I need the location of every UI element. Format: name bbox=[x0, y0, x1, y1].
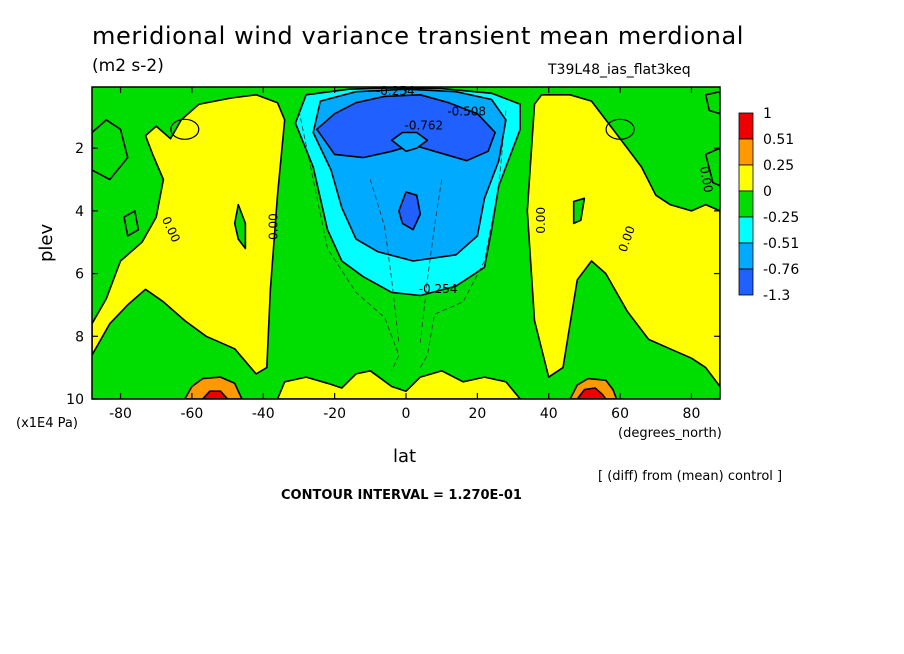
region-trop-min-3 bbox=[315, 94, 497, 162]
x-tick-label-4: 0 bbox=[402, 406, 411, 422]
chart-units: (m2 s-2) bbox=[92, 56, 164, 76]
contour-label-0: -0.254 bbox=[376, 84, 415, 98]
legend-label-6: -0.76 bbox=[763, 262, 799, 278]
legend-swatch-4 bbox=[738, 216, 754, 244]
region-core-blob bbox=[390, 131, 429, 153]
legend-label-4: -0.25 bbox=[763, 210, 799, 226]
legend-swatch-5 bbox=[738, 242, 754, 270]
contour-line-dashed-0 bbox=[298, 110, 400, 371]
legend-label-1: 0.51 bbox=[763, 132, 794, 148]
legend-label-7: -1.3 bbox=[763, 288, 790, 304]
region-nh-sfc-peak bbox=[576, 387, 607, 399]
y-tick-label-2: 6 bbox=[75, 267, 84, 283]
y-tick-label-3: 8 bbox=[75, 329, 84, 345]
region-sfc-bumps bbox=[276, 369, 522, 399]
region-sh-positive bbox=[92, 94, 286, 375]
x-tick-label-1: -60 bbox=[180, 406, 203, 422]
region-sh-island-0 bbox=[92, 119, 129, 181]
closed-contour-nh bbox=[605, 118, 635, 140]
legend-swatch-6 bbox=[738, 268, 754, 296]
x-tick-label-3: -20 bbox=[323, 406, 346, 422]
legend-swatch-1 bbox=[738, 138, 754, 166]
region-sh-sfc-max bbox=[184, 376, 243, 399]
region-nh-island-1 bbox=[704, 147, 720, 187]
contour-label-1: -0.508 bbox=[447, 105, 486, 119]
y-axis-unit: (x1E4 Pa) bbox=[16, 416, 78, 431]
y-tick-label-4: 10 bbox=[66, 392, 84, 408]
y-tick-label-0: 2 bbox=[75, 141, 84, 157]
x-tick-label-0: -80 bbox=[109, 406, 132, 422]
region-sh-island-2 bbox=[123, 210, 140, 237]
x-tick-label-7: 60 bbox=[611, 406, 629, 422]
y-tick-label-1: 4 bbox=[75, 204, 84, 220]
legend-swatch-2 bbox=[738, 164, 754, 192]
chart-title: meridional wind variance transient mean … bbox=[92, 22, 745, 50]
contour-label-3: -0.254 bbox=[419, 282, 458, 296]
x-tick-label-2: -40 bbox=[252, 406, 275, 422]
x-tick-label-8: 80 bbox=[683, 406, 701, 422]
legend-label-2: 0.25 bbox=[763, 158, 794, 174]
region-sh-sfc-peak bbox=[201, 390, 229, 399]
x-axis-label: lat bbox=[393, 446, 417, 467]
region-core-inner bbox=[398, 191, 422, 231]
contour-line-dashed-1 bbox=[419, 110, 507, 368]
contour-label-8: 0.00 bbox=[697, 165, 715, 194]
legend-swatch-0 bbox=[738, 112, 754, 140]
legend-label-5: -0.51 bbox=[763, 236, 799, 252]
contour-interval: CONTOUR INTERVAL = 1.270E-01 bbox=[281, 488, 522, 503]
contour-label-5: 0.00 bbox=[266, 213, 280, 240]
legend-swatch-3 bbox=[738, 190, 754, 218]
region-nh-island-2 bbox=[704, 90, 720, 115]
x-tick-label-6: 40 bbox=[540, 406, 558, 422]
run-label: T39L48_ias_flat3keq bbox=[548, 62, 691, 78]
contour-line-dashed-2 bbox=[369, 179, 400, 343]
region-nh-island-0 bbox=[572, 197, 586, 225]
region-nh-positive bbox=[526, 94, 720, 388]
contour-line-dashed-3 bbox=[419, 179, 443, 343]
x-tick-label-5: 20 bbox=[468, 406, 486, 422]
contour-label-2: -0.762 bbox=[404, 119, 443, 133]
contour-label-6: 0.00 bbox=[534, 207, 548, 234]
legend-label-0: 1 bbox=[763, 106, 772, 122]
diff-note: [ (diff) from (mean) control ] bbox=[598, 469, 783, 484]
closed-contour-sh bbox=[170, 118, 200, 140]
x-axis-unit: (degrees_north) bbox=[618, 426, 722, 441]
legend-label-3: 0 bbox=[763, 184, 772, 200]
region-sh-island-1 bbox=[233, 203, 247, 250]
